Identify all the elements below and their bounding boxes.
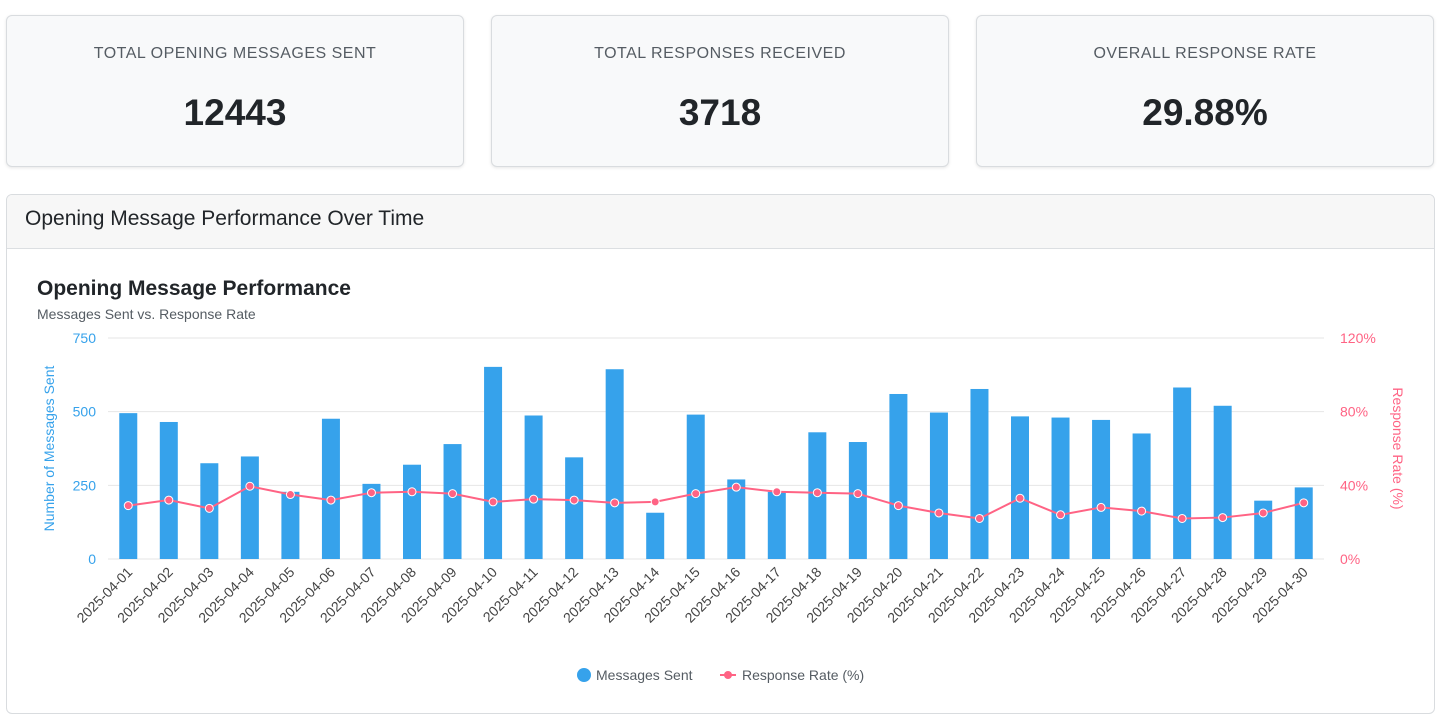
- response-rate-point[interactable]: [448, 489, 458, 499]
- bar[interactable]: [767, 491, 786, 559]
- bar[interactable]: [1132, 433, 1151, 559]
- y-left-tick-label: 750: [73, 330, 97, 346]
- response-rate-point[interactable]: [326, 495, 336, 505]
- bar[interactable]: [848, 442, 867, 559]
- bar[interactable]: [524, 415, 543, 559]
- y-left-tick-label: 0: [88, 551, 96, 567]
- bar[interactable]: [1092, 419, 1111, 559]
- y-right-tick-label: 120%: [1340, 330, 1376, 346]
- stat-value: 12443: [183, 92, 287, 133]
- panel-title: Opening Message Performance Over Time: [7, 195, 1434, 249]
- chart-title: Opening Message Performance: [37, 277, 351, 300]
- response-rate-point[interactable]: [245, 481, 255, 491]
- stat-label: TOTAL OPENING MESSAGES SENT: [93, 45, 377, 62]
- response-rate-point[interactable]: [610, 498, 620, 508]
- response-rate-point[interactable]: [974, 513, 984, 523]
- bar[interactable]: [240, 456, 259, 559]
- response-rate-point[interactable]: [1299, 498, 1309, 508]
- response-rate-point[interactable]: [1218, 513, 1228, 523]
- bar[interactable]: [403, 464, 421, 559]
- response-rate-point[interactable]: [285, 490, 295, 500]
- response-rate-point[interactable]: [1258, 508, 1268, 518]
- response-rate-point[interactable]: [893, 501, 903, 511]
- bar[interactable]: [362, 483, 381, 559]
- bar[interactable]: [1051, 417, 1070, 559]
- bar[interactable]: [1011, 416, 1029, 559]
- response-rate-point[interactable]: [853, 489, 863, 499]
- legend-rate-label[interactable]: Response Rate (%): [742, 667, 864, 683]
- bar[interactable]: [119, 413, 138, 559]
- y-right-axis-title: Response Rate (%): [1390, 387, 1406, 509]
- response-rate-point[interactable]: [1015, 493, 1025, 503]
- response-rate-point[interactable]: [731, 482, 741, 492]
- response-rate-point[interactable]: [123, 501, 133, 511]
- bar[interactable]: [727, 479, 746, 559]
- bar[interactable]: [565, 457, 584, 559]
- bar[interactable]: [970, 388, 989, 559]
- bar[interactable]: [1254, 500, 1273, 559]
- legend-messages-swatch: [577, 668, 591, 682]
- bar[interactable]: [159, 421, 178, 559]
- response-rate-point[interactable]: [204, 503, 214, 513]
- response-rate-point[interactable]: [1096, 502, 1106, 512]
- y-left-tick-label: 500: [73, 404, 97, 420]
- response-rate-point[interactable]: [650, 497, 660, 507]
- chart-panel: Opening Message Performance Over Time Op…: [6, 194, 1435, 714]
- bar[interactable]: [889, 393, 908, 559]
- response-rate-point[interactable]: [772, 487, 782, 497]
- bar[interactable]: [321, 418, 340, 559]
- y-left-tick-label: 250: [73, 477, 97, 493]
- legend-rate-swatch: [724, 671, 732, 679]
- chart-subtitle: Messages Sent vs. Response Rate: [37, 306, 256, 322]
- stat-value: 29.88%: [1142, 92, 1268, 133]
- response-rate-line: [128, 485, 1304, 520]
- y-right-tick-label: 0%: [1340, 551, 1360, 567]
- y-right-tick-label: 80%: [1340, 404, 1368, 420]
- performance-chart[interactable]: Opening Message Performance Messages Sen…: [7, 195, 1435, 714]
- bar[interactable]: [484, 366, 503, 559]
- response-rate-point[interactable]: [1177, 513, 1187, 523]
- bar[interactable]: [605, 369, 624, 559]
- response-rate-point[interactable]: [529, 494, 539, 504]
- response-rate-point[interactable]: [812, 488, 822, 498]
- bar[interactable]: [1294, 487, 1313, 559]
- response-rate-point[interactable]: [1056, 510, 1066, 520]
- stat-card-response-rate: OVERALL RESPONSE RATE 29.88%: [976, 15, 1434, 167]
- bar[interactable]: [1213, 405, 1232, 559]
- legend-messages-label[interactable]: Messages Sent: [596, 667, 693, 683]
- bar[interactable]: [281, 491, 300, 559]
- stat-label: OVERALL RESPONSE RATE: [1093, 45, 1317, 62]
- response-rate-point[interactable]: [691, 489, 701, 499]
- response-rate-point[interactable]: [934, 508, 944, 518]
- stat-value: 3718: [678, 92, 762, 133]
- response-rate-point[interactable]: [569, 495, 579, 505]
- stat-card-total-sent: TOTAL OPENING MESSAGES SENT 12443: [6, 15, 464, 167]
- response-rate-point[interactable]: [488, 497, 498, 507]
- response-rate-point[interactable]: [164, 495, 174, 505]
- y-left-axis-title: Number of Messages Sent: [41, 366, 57, 532]
- bar[interactable]: [686, 414, 705, 559]
- bar[interactable]: [646, 512, 665, 559]
- bar[interactable]: [443, 444, 462, 559]
- bar[interactable]: [929, 412, 948, 559]
- stat-card-total-responses: TOTAL RESPONSES RECEIVED 3718: [491, 15, 949, 167]
- bar[interactable]: [1173, 387, 1192, 559]
- y-right-tick-label: 40%: [1340, 477, 1368, 493]
- response-rate-point[interactable]: [407, 487, 417, 497]
- stat-label: TOTAL RESPONSES RECEIVED: [594, 45, 846, 62]
- response-rate-point[interactable]: [366, 488, 376, 498]
- response-rate-point[interactable]: [1137, 506, 1147, 516]
